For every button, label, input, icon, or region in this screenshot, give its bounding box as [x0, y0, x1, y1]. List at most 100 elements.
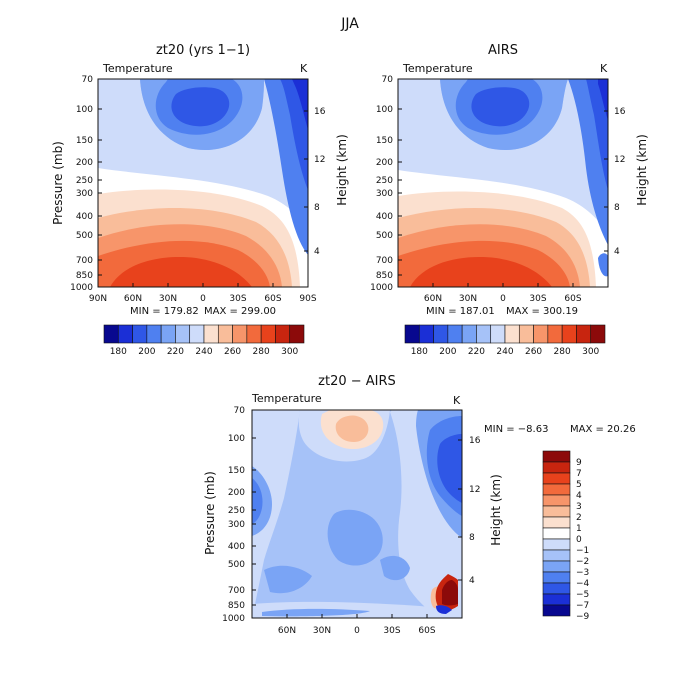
colorbar-swatch	[117, 324, 133, 344]
pressure-ticks-diff: 70 100 150 200 250 300 400 500 700 850 1…	[222, 406, 256, 624]
y-tick-label: 150	[228, 466, 245, 476]
y-tick-label: 400	[76, 212, 93, 222]
y-tick-label: 850	[228, 601, 245, 611]
colorbar-obs: 180 200 220 240 260 280 300	[404, 324, 606, 357]
x-tick-label: 30N	[159, 294, 177, 304]
y-tick-label: 70	[234, 406, 246, 416]
colorbar-swatch	[542, 461, 571, 474]
y-tick-label: 700	[228, 586, 245, 596]
y-tick-label: 400	[228, 542, 245, 552]
height-tick-label: 8	[314, 203, 320, 213]
y-tick-label: 1000	[370, 283, 393, 293]
min-label: MIN = 187.01	[426, 306, 495, 317]
colorbar-label: 2	[576, 513, 582, 523]
colorbar-label: 240	[496, 347, 513, 357]
colorbar-label: 240	[195, 347, 212, 357]
y-tick-label: 70	[82, 75, 94, 85]
x-tick-label: 60N	[278, 626, 296, 636]
y-tick-label: 70	[382, 75, 394, 85]
colorbar-swatch	[542, 516, 571, 529]
colorbar-label: 3	[576, 502, 582, 512]
colorbar-label: −5	[576, 590, 589, 600]
figure-title: JJA	[340, 16, 359, 32]
x-ticks-obs: 60N 30N 0 30S 60S	[424, 283, 582, 304]
height-tick-label: 16	[614, 107, 626, 117]
colorbar-label: −7	[576, 601, 589, 611]
colorbar-label: 260	[525, 347, 542, 357]
y-axis-right-label: Height (km)	[335, 134, 349, 205]
colorbar-swatch	[146, 324, 162, 344]
x-tick-label: 90S	[299, 294, 316, 304]
max-label: MAX = 20.26	[570, 424, 636, 435]
height-tick-label: 4	[314, 247, 320, 257]
colorbar-swatch	[542, 549, 571, 562]
y-tick-label: 200	[76, 158, 93, 168]
max-label: MAX = 299.00	[204, 306, 276, 317]
colorbar-swatch	[533, 324, 549, 344]
contour-field	[98, 79, 308, 287]
colorbar-label: 300	[281, 347, 298, 357]
x-tick-label: 60S	[418, 626, 435, 636]
colorbar-swatch	[132, 324, 148, 344]
colorbar-label: 280	[253, 347, 270, 357]
colorbar-swatch	[542, 571, 571, 584]
y-tick-label: 850	[376, 271, 393, 281]
colorbar-swatch	[404, 324, 420, 344]
y-tick-label: 200	[228, 488, 245, 498]
colorbar-label: 200	[439, 347, 456, 357]
y-axis-right-label: Height (km)	[635, 134, 649, 205]
colorbar-swatch	[476, 324, 492, 344]
x-ticks-model: 90N 60N 30N 0 30S 60S 90S	[89, 283, 317, 304]
colorbar-label: 180	[110, 347, 127, 357]
colorbar-label: 0	[576, 535, 582, 545]
max-label: MAX = 300.19	[506, 306, 578, 317]
unit-label: K	[453, 394, 461, 407]
pressure-ticks-model: 70 100 150 200 250 300 400 500 700 850 1…	[70, 75, 102, 293]
colorbar-swatch	[433, 324, 449, 344]
colorbar-swatch	[542, 505, 571, 518]
contour-field	[252, 410, 462, 618]
y-tick-label: 100	[376, 105, 393, 115]
colorbar-label: 7	[576, 469, 582, 479]
colorbar-label: −1	[576, 546, 589, 556]
colorbar-swatch	[542, 494, 571, 507]
y-tick-label: 500	[376, 231, 393, 241]
panel-diff: zt20 − AIRS Temperature K	[203, 374, 636, 636]
y-tick-label: 1000	[222, 614, 245, 624]
height-tick-label: 8	[614, 203, 620, 213]
colorbar-label: −9	[576, 612, 590, 622]
x-tick-label: 60S	[264, 294, 281, 304]
min-label: MIN = 179.82	[130, 306, 199, 317]
colorbar-swatch	[518, 324, 534, 344]
y-tick-label: 250	[228, 506, 245, 516]
y-axis-label: Pressure (mb)	[51, 141, 65, 225]
colorbar-label: 9	[576, 458, 582, 468]
height-tick-label: 12	[314, 155, 325, 165]
colorbar-label: 220	[167, 347, 184, 357]
colorbar-label: −4	[576, 579, 590, 589]
colorbar-swatch	[289, 324, 305, 344]
colorbar-label: 200	[138, 347, 155, 357]
x-tick-label: 0	[500, 294, 506, 304]
colorbar-swatch	[189, 324, 205, 344]
colorbar-label: 280	[554, 347, 571, 357]
y-tick-label: 1000	[70, 283, 93, 293]
x-tick-label: 0	[354, 626, 360, 636]
x-tick-label: 30S	[529, 294, 546, 304]
height-tick-label: 12	[469, 485, 480, 495]
colorbar-swatch	[217, 324, 233, 344]
y-tick-label: 700	[376, 256, 393, 266]
plot-title: zt20 (yrs 1−1)	[156, 43, 250, 58]
y-tick-label: 300	[376, 189, 393, 199]
colorbar-swatch	[260, 324, 276, 344]
colorbar-swatch	[542, 472, 571, 485]
y-tick-label: 250	[76, 176, 93, 186]
variable-label: Temperature	[402, 62, 473, 75]
height-ticks-diff: 4 8 12 16	[458, 436, 481, 586]
contour-field	[398, 79, 608, 287]
colorbar-swatch	[542, 593, 571, 606]
x-ticks-diff: 60N 30N 0 30S 60S	[278, 614, 436, 636]
panel-obs: AIRS Temperature K 70 100 150 200 2	[370, 43, 649, 357]
